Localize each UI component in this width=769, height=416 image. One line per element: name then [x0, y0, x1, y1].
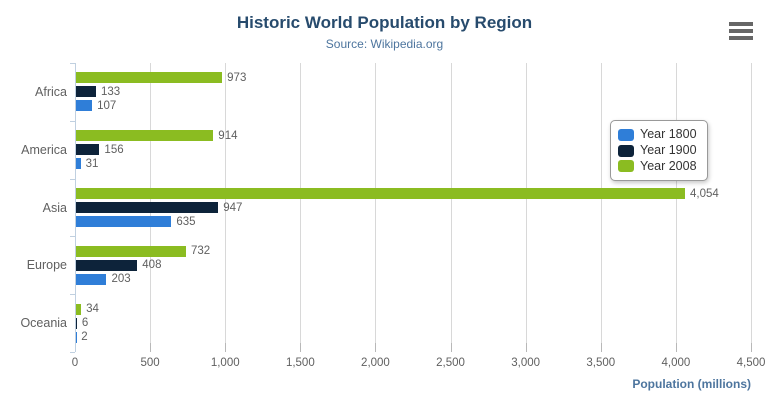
chart-context-menu-button[interactable]: [729, 22, 753, 40]
x-axis-tick: [225, 343, 227, 352]
bar-value-label: 947: [223, 201, 243, 214]
legend-label: Year 1800: [640, 127, 697, 141]
legend: Year 1800 Year 1900 Year 2008: [610, 120, 708, 182]
x-axis-tick-label: 1,500: [285, 357, 315, 369]
bar-value-label: 203: [111, 273, 131, 286]
gridline: [375, 63, 377, 352]
category-label-asia: Asia: [42, 200, 67, 215]
y-axis-tick: [70, 352, 75, 353]
chart-subtitle: Source: Wikipedia.org: [325, 37, 444, 51]
bar-value-label: 31: [85, 157, 99, 170]
y-axis-tick: [70, 120, 75, 122]
legend-swatch: [618, 160, 634, 173]
bar-year-1900-oceania[interactable]: [76, 317, 77, 329]
category-label-oceania: Oceania: [20, 316, 67, 331]
bar-year-1900-asia[interactable]: [76, 202, 219, 213]
x-axis-tick: [600, 343, 602, 352]
legend-swatch: [618, 144, 634, 157]
bar-year-1900-europe[interactable]: [76, 259, 138, 271]
bar-value-label: 133: [100, 85, 121, 98]
legend-label: Year 2008: [640, 158, 697, 173]
bar-year-1900-africa[interactable]: [76, 86, 96, 98]
bar-value-label: 107: [97, 99, 117, 112]
bar-value-label: 4,054: [690, 187, 719, 200]
x-axis-tick-label: 4,000: [661, 357, 691, 369]
bar-year-1800-asia[interactable]: [76, 216, 172, 227]
gridline: [450, 63, 452, 352]
x-axis-tick: [525, 343, 527, 352]
category-label-africa: Africa: [35, 84, 67, 99]
x-axis-tick-label: 2,000: [361, 357, 390, 369]
bar-value-label: 635: [176, 215, 196, 228]
x-axis-tick-label: 3,000: [511, 357, 541, 369]
bar-value-label: 732: [190, 245, 211, 258]
category-label-america: America: [21, 142, 67, 157]
bar-value-label: 6: [81, 317, 89, 330]
gridline: [751, 63, 752, 352]
bar-value-label: 914: [218, 129, 238, 142]
x-axis-tick: [450, 343, 452, 352]
x-axis-tick: [675, 343, 677, 352]
y-axis-tick: [70, 294, 75, 296]
bar-year-1800-europe[interactable]: [76, 273, 107, 285]
legend-swatch: [618, 128, 634, 141]
gridline: [525, 63, 527, 352]
bar-year-1800-america[interactable]: [76, 158, 81, 170]
bar-year-1800-africa[interactable]: [76, 100, 93, 112]
legend-item-year-1900[interactable]: Year 1900: [618, 142, 697, 158]
x-axis-tick: [150, 343, 152, 352]
bar-value-label: 34: [86, 303, 99, 316]
legend-item-year-1800[interactable]: Year 1800: [618, 127, 697, 142]
bar-value-label: 156: [104, 143, 124, 156]
category-label-europe: Europe: [26, 258, 67, 273]
y-axis-tick: [70, 178, 75, 180]
x-axis-tick-label: 1,000: [210, 357, 240, 369]
y-axis-line: [75, 63, 76, 352]
gridline: [600, 63, 602, 352]
gridline: [300, 63, 302, 352]
bar-year-2008-asia[interactable]: [76, 188, 685, 199]
gridline: [675, 63, 677, 352]
bar-year-2008-america[interactable]: [76, 130, 214, 142]
hamburger-menu-icon: [729, 22, 753, 40]
y-axis-tick: [70, 63, 75, 64]
bar-year-2008-europe[interactable]: [76, 245, 186, 257]
x-axis-tick: [751, 343, 752, 352]
x-axis-tick-label: 3,500: [586, 357, 616, 369]
bar-year-1900-america[interactable]: [76, 144, 100, 156]
bar-year-2008-africa[interactable]: [76, 72, 223, 84]
x-axis-tick: [375, 343, 377, 352]
gridline: [225, 63, 227, 352]
bar-value-label: 973: [227, 71, 247, 84]
x-axis-tick: [300, 343, 302, 352]
bar-value-label: 2: [81, 331, 88, 344]
legend-item-year-2008[interactable]: Year 2008: [618, 158, 697, 174]
y-axis-tick: [70, 236, 75, 238]
x-axis-tick-label: 2,500: [436, 357, 465, 369]
bar-year-2008-oceania[interactable]: [76, 303, 82, 315]
x-axis-tick-label: 0: [71, 357, 79, 369]
x-axis-title: Population (millions): [632, 377, 751, 391]
x-axis-tick-label: 500: [140, 357, 160, 369]
x-axis-tick-label: 4,500: [736, 357, 766, 369]
bar-value-label: 408: [142, 259, 162, 272]
chart-title: Historic World Population by Region: [236, 13, 533, 32]
legend-label: Year 1900: [640, 142, 697, 157]
